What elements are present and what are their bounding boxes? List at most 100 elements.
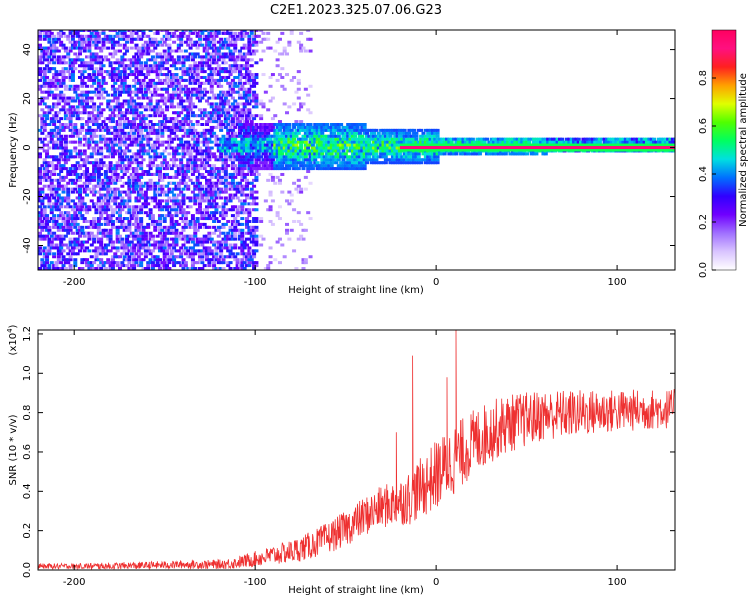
spectrogram-cell	[280, 155, 285, 159]
spectrogram-cell	[132, 140, 137, 144]
spectrogram-cell	[254, 228, 259, 232]
spectrogram-cell	[245, 152, 250, 156]
spectrogram-cell	[99, 140, 104, 144]
spectrogram-cell	[219, 137, 224, 141]
spectrogram-cell	[92, 240, 97, 244]
spectrogram-cell	[66, 96, 71, 100]
spectrogram-cell	[96, 205, 101, 209]
spectrogram-cell	[245, 96, 250, 100]
spectrogram-cell	[174, 184, 179, 188]
spectrogram-cell	[70, 75, 75, 79]
spectrogram-cell	[82, 187, 87, 191]
spectrogram-cell	[108, 140, 113, 144]
spectrogram-cell	[42, 167, 47, 171]
spectrogram-cell	[296, 178, 301, 182]
spectrogram-cell	[315, 125, 320, 129]
spectrogram-cell	[40, 222, 45, 226]
spectrogram-cell	[219, 158, 224, 162]
spectrogram-cell	[129, 111, 134, 115]
spectrogram-cell	[122, 84, 127, 88]
spectrogram-cell	[230, 58, 235, 62]
spectrogram-cell	[68, 96, 73, 100]
spectrogram-cell	[115, 175, 120, 179]
spectrogram-cell	[214, 184, 219, 188]
spectrogram-cell	[165, 55, 170, 59]
spectrogram-cell	[150, 40, 155, 44]
spectrogram-cell	[292, 102, 297, 106]
spectrogram-cell	[157, 178, 162, 182]
spectrogram-cell	[155, 146, 160, 150]
spectrogram-cell	[216, 175, 221, 179]
spectrogram-cell	[214, 252, 219, 256]
spectrogram-cell	[343, 164, 348, 168]
spectrogram-cell	[127, 90, 132, 94]
spectrogram-cell	[101, 46, 106, 50]
spectrogram-cell	[70, 140, 75, 144]
spectrogram-cell	[240, 64, 245, 68]
spectrogram-cell	[205, 123, 210, 126]
spectrogram-cell	[266, 143, 271, 147]
spectrogram-cell	[223, 46, 228, 50]
spectrogram-cell	[240, 175, 245, 179]
spectrogram-cell	[66, 158, 71, 162]
spectrogram-cell	[230, 102, 235, 106]
spectrogram-cell	[132, 249, 137, 253]
spectrogram-cell	[219, 78, 224, 82]
spectrogram-cell	[68, 30, 73, 32]
spectrogram-cell	[301, 125, 306, 129]
spectrogram-cell	[242, 211, 247, 215]
spectrogram-cell	[122, 114, 127, 118]
spectrogram-cell	[228, 120, 233, 124]
spectrogram-cell	[214, 258, 219, 262]
spectrogram-cell	[237, 181, 242, 185]
spectrogram-cell	[117, 225, 122, 229]
spectrogram-cell	[254, 131, 259, 135]
spectrogram-cell	[120, 128, 125, 132]
spectrogram-cell	[287, 131, 292, 135]
spectrogram-cell	[96, 105, 101, 109]
spectrogram-cell	[240, 31, 245, 35]
spectrogram-cell	[188, 267, 193, 270]
spectrogram-cell	[228, 146, 233, 150]
spectrogram-cell	[117, 64, 122, 68]
spectrogram-cell	[221, 258, 226, 262]
spectrogram-cell	[313, 131, 318, 135]
spectrogram-cell	[223, 143, 228, 147]
spectrogram-cell	[252, 184, 257, 188]
spectrogram-cell	[263, 131, 268, 135]
spectrogram-cell	[289, 143, 294, 147]
spectrogram-cell	[242, 255, 247, 259]
spectrogram-cell	[256, 140, 261, 144]
spectrogram-cell	[252, 261, 257, 265]
spectrogram-cell	[219, 152, 224, 156]
spectrogram-cell	[195, 193, 200, 197]
spectrogram-cell	[205, 61, 210, 65]
spectrogram-cell	[117, 152, 122, 156]
spectrogram-cell	[153, 240, 158, 244]
spectrogram-cell	[165, 193, 170, 197]
spectrogram-cell	[45, 222, 50, 226]
spectrogram-cell	[117, 90, 122, 94]
spectrogram-cell	[82, 158, 87, 162]
spectrogram-cell	[233, 146, 238, 150]
spectrogram-cell	[129, 234, 134, 238]
spectrogram-cell	[134, 228, 139, 232]
spectrogram-cell	[139, 64, 144, 68]
spectrogram-cell	[80, 30, 85, 32]
spectrogram-cell	[54, 143, 59, 147]
spectrogram-cell	[301, 46, 306, 50]
spectrogram-cell	[146, 149, 151, 153]
spectrogram-cell	[155, 30, 160, 32]
spectrogram-cell	[122, 225, 127, 229]
spectrogram-cell	[228, 128, 233, 132]
spectrogram-cell	[153, 114, 158, 118]
spectrogram-cell	[223, 99, 228, 103]
spectrogram-cell	[223, 149, 228, 153]
spectrogram-cell	[59, 178, 64, 182]
spectrogram-cell	[226, 55, 231, 59]
spectrogram-cell	[205, 120, 210, 124]
spectrogram-cell	[87, 267, 92, 270]
spectrogram-cell	[103, 128, 108, 132]
spectrogram-cell	[52, 128, 57, 132]
spectrogram-cell	[66, 217, 71, 221]
